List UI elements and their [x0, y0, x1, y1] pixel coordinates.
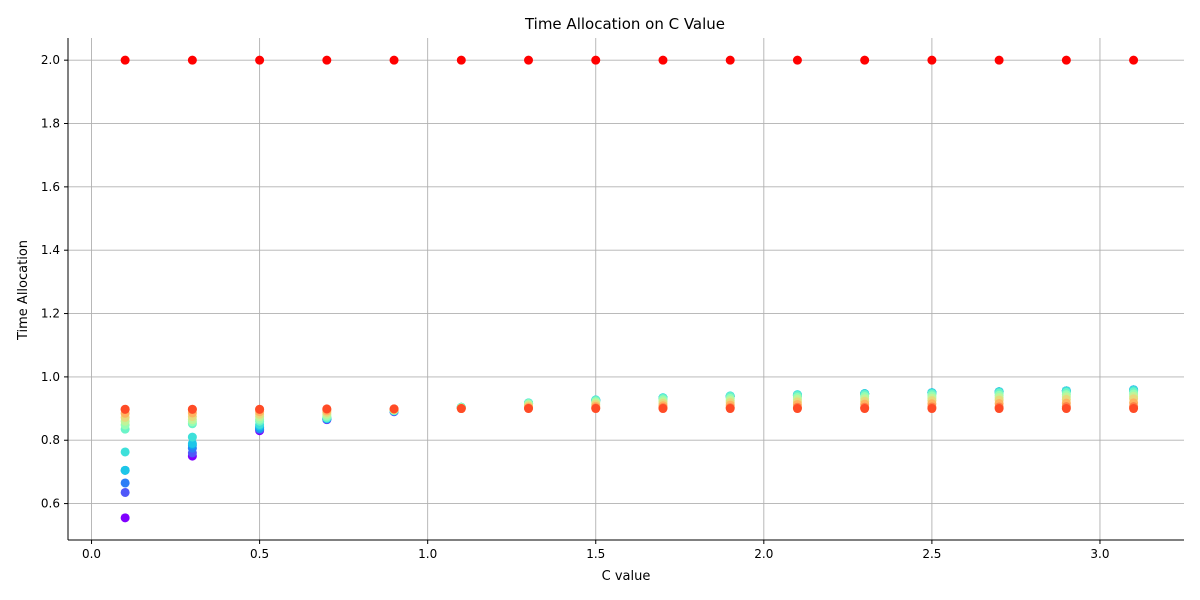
data-point — [725, 55, 735, 65]
data-point — [120, 447, 130, 457]
y-axis-title: Time Allocation — [16, 240, 31, 341]
chart-title: Time Allocation on C Value — [524, 15, 725, 33]
data-point — [187, 438, 197, 448]
data-point — [322, 55, 332, 65]
data-point — [389, 55, 399, 65]
y-tick-label: 2.0 — [41, 53, 60, 67]
axes: 0.0 0.5 1.0 1.5 2.0 2.5 3.0 0.6 0.8 1.0 1.2 1.4 1.6 1… — [41, 38, 1184, 561]
data-point — [120, 404, 130, 414]
data-point — [120, 465, 130, 475]
x-axis-title: C value — [602, 569, 651, 584]
data-point — [792, 55, 802, 65]
data-point — [591, 55, 601, 65]
data-point — [860, 404, 870, 414]
data-point — [1129, 55, 1139, 65]
x-tick-label: 0.5 — [250, 547, 269, 561]
data-point — [456, 404, 466, 414]
data-point — [187, 432, 197, 442]
data-point — [994, 55, 1004, 65]
data-point — [187, 404, 197, 414]
data-point — [860, 55, 870, 65]
data-point — [187, 55, 197, 65]
y-tick-label: 1.2 — [41, 307, 60, 321]
data-point — [255, 55, 265, 65]
x-tick-label: 1.5 — [586, 547, 605, 561]
data-point — [120, 55, 130, 65]
y-tick-label: 1.0 — [41, 370, 60, 384]
data-point — [1061, 404, 1071, 414]
grid-lines — [68, 38, 1184, 540]
data-point — [927, 55, 937, 65]
y-tick-label: 0.8 — [41, 433, 60, 447]
data-point — [120, 513, 130, 523]
data-point — [792, 404, 802, 414]
data-point — [994, 404, 1004, 414]
x-tick-label: 3.0 — [1090, 547, 1109, 561]
x-tick-label: 1.0 — [418, 547, 437, 561]
data-point — [591, 404, 601, 414]
data-point — [120, 487, 130, 497]
data-point — [658, 55, 668, 65]
y-tick-label: 1.6 — [41, 180, 60, 194]
data-point — [120, 478, 130, 488]
data-point — [1061, 55, 1071, 65]
data-point — [658, 404, 668, 414]
x-tick-label: 2.5 — [922, 547, 941, 561]
x-tick-label: 0.0 — [82, 547, 101, 561]
data-point — [389, 404, 399, 414]
data-point — [322, 404, 332, 414]
y-tick-label: 0.6 — [41, 497, 60, 511]
data-point — [524, 404, 534, 414]
data-point — [927, 404, 937, 414]
data-point — [725, 404, 735, 414]
data-point — [1129, 404, 1139, 414]
data-points — [120, 55, 1139, 523]
x-tick-label: 2.0 — [754, 547, 773, 561]
data-point — [255, 404, 265, 414]
data-point — [524, 55, 534, 65]
y-tick-label: 1.4 — [41, 243, 60, 257]
y-tick-label: 1.8 — [41, 117, 60, 131]
data-point — [456, 55, 466, 65]
